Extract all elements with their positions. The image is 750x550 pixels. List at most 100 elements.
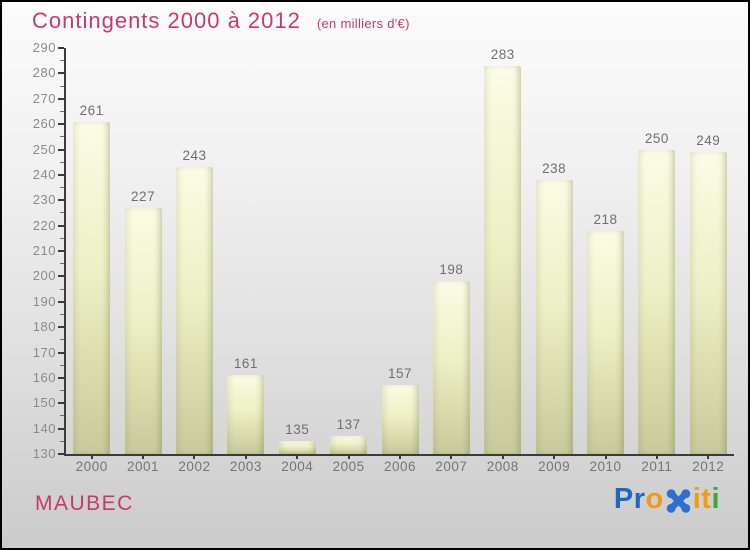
y-minor-tick <box>60 136 64 138</box>
y-major-tick <box>58 250 64 252</box>
logo-letter-i: i <box>692 483 702 515</box>
bar-value-label: 161 <box>233 356 258 372</box>
location-label: MAUBEC <box>35 492 134 515</box>
y-minor-tick <box>60 85 64 87</box>
bar-value-label: 261 <box>79 102 104 118</box>
y-major-tick <box>58 427 64 430</box>
chart-subtitle: (en milliers d'€) <box>316 16 410 31</box>
y-minor-tick <box>60 288 64 290</box>
logo-letter-o: o <box>645 483 664 515</box>
x-axis-tick-label: 2009 <box>538 459 571 474</box>
x-axis-tick <box>399 456 401 459</box>
x-axis-tick <box>450 456 453 459</box>
bar-2000 <box>73 121 111 454</box>
y-minor-tick <box>60 415 64 417</box>
y-axis-tick-label: 290 <box>32 40 56 55</box>
y-major-tick <box>58 402 64 405</box>
y-minor-tick <box>60 440 64 442</box>
y-minor-tick <box>60 263 64 265</box>
y-axis-tick-label: 270 <box>32 90 56 106</box>
y-axis-tick-label: 170 <box>32 344 56 360</box>
y-major-tick <box>58 453 64 455</box>
y-major-tick <box>58 72 64 75</box>
bar-2003 <box>227 375 265 454</box>
bar-value-label: 218 <box>593 211 618 227</box>
y-major-tick <box>58 97 64 100</box>
bar-value-label: 227 <box>131 188 156 204</box>
bar-2006 <box>381 385 419 454</box>
y-major-tick <box>58 300 64 303</box>
y-axis-tick-label: 190 <box>32 293 56 309</box>
y-major-tick <box>58 351 64 354</box>
bar-2011 <box>638 149 676 454</box>
x-axis-tick <box>244 456 247 459</box>
y-minor-tick <box>60 60 64 62</box>
y-major-tick <box>58 376 64 379</box>
y-axis-tick-label: 260 <box>32 116 56 132</box>
bar-value-label: 157 <box>387 366 413 382</box>
logo-letter-r: r <box>633 483 646 515</box>
y-axis-tick-label: 250 <box>32 141 56 157</box>
x-axis-tick-label: 2006 <box>383 459 417 474</box>
y-axis-tick-label: 130 <box>32 446 56 461</box>
y-major-tick <box>58 148 64 151</box>
y-axis-tick-label: 220 <box>32 217 56 233</box>
x-axis-tick <box>707 456 710 459</box>
bar-2004 <box>278 441 316 454</box>
bar-2002 <box>175 167 213 454</box>
logo-letter-t: t <box>701 483 712 515</box>
y-minor-tick <box>60 364 64 366</box>
x-axis-tick-label: 2007 <box>435 459 468 474</box>
x-axis-tick <box>347 456 350 459</box>
y-axis-tick-label: 200 <box>32 268 56 284</box>
x-axis-tick-label: 2008 <box>486 459 519 474</box>
y-minor-tick <box>60 390 64 392</box>
x-axis-tick <box>193 456 196 459</box>
y-axis-tick-label: 280 <box>32 65 56 81</box>
logo-letter-i: i <box>711 483 720 515</box>
bar-2012 <box>689 152 727 454</box>
chart-header: Contingents 2000 à 2012 (en milliers d'€… <box>32 8 410 34</box>
y-major-tick <box>58 224 64 227</box>
bar-value-label: 249 <box>696 133 721 149</box>
x-axis-tick-label: 2001 <box>127 459 160 474</box>
bar-value-label: 243 <box>182 148 207 164</box>
logo-x-icon <box>666 488 690 513</box>
bar-value-label: 198 <box>439 262 464 278</box>
y-axis-tick-label: 150 <box>32 395 56 411</box>
y-axis-tick-label: 180 <box>32 319 56 335</box>
y-major-tick <box>58 47 64 49</box>
y-major-tick <box>58 173 64 176</box>
bar-value-label: 250 <box>644 130 669 146</box>
x-axis-tick-label: 2003 <box>229 459 262 474</box>
y-major-tick <box>58 326 64 329</box>
bar-value-label: 283 <box>490 46 515 62</box>
y-axis-tick-label: 140 <box>32 420 56 436</box>
y-axis-tick-label: 160 <box>32 369 56 385</box>
bar-2010 <box>587 230 625 454</box>
y-major-tick <box>58 123 64 126</box>
bar-value-label: 238 <box>542 160 567 176</box>
bar-2007 <box>432 281 470 454</box>
chart-title: Contingents 2000 à 2012 <box>32 8 301 33</box>
y-minor-tick <box>60 161 64 163</box>
x-axis-tick-label: 2002 <box>178 459 211 474</box>
bar-value-label: 135 <box>285 422 310 438</box>
bar-2008 <box>484 65 522 454</box>
x-axis-tick <box>501 456 504 459</box>
x-axis-tick-label: 2011 <box>641 459 673 474</box>
y-minor-tick <box>60 212 64 214</box>
y-minor-tick <box>60 187 64 189</box>
y-minor-tick <box>60 110 64 112</box>
x-axis-tick <box>553 456 556 459</box>
y-axis-tick-label: 210 <box>32 243 56 258</box>
x-axis-tick <box>142 456 145 459</box>
x-axis-tick <box>90 456 93 459</box>
y-axis-tick-label: 240 <box>32 166 56 182</box>
x-axis-tick <box>655 456 658 459</box>
y-minor-tick <box>60 313 64 315</box>
x-axis-tick-label: 2005 <box>332 459 365 474</box>
y-major-tick <box>58 199 64 202</box>
